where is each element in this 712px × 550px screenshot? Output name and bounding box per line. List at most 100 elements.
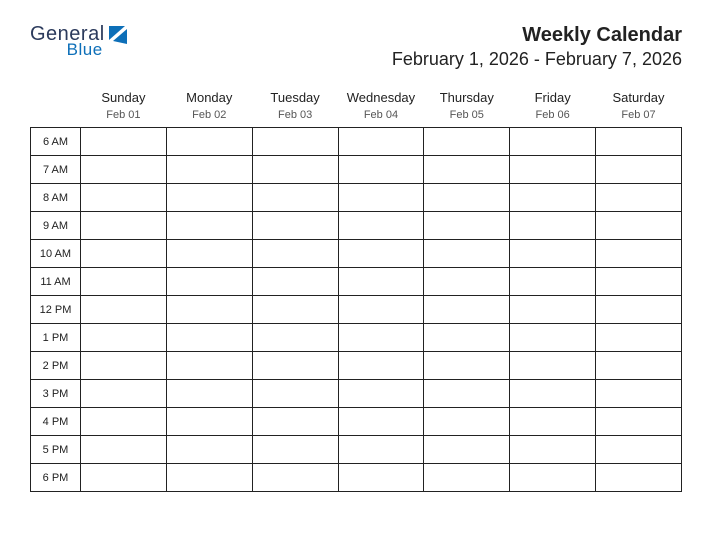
time-slot[interactable] (252, 184, 338, 212)
time-slot[interactable] (166, 436, 252, 464)
time-slot[interactable] (424, 268, 510, 296)
day-header: Saturday Feb 07 (596, 86, 682, 128)
time-slot[interactable] (424, 184, 510, 212)
time-slot[interactable] (596, 240, 682, 268)
time-slot[interactable] (596, 156, 682, 184)
time-slot[interactable] (166, 380, 252, 408)
time-slot[interactable] (81, 436, 167, 464)
day-header: Friday Feb 06 (510, 86, 596, 128)
time-slot[interactable] (510, 156, 596, 184)
time-label: 7 AM (31, 156, 81, 184)
time-slot[interactable] (338, 436, 424, 464)
time-slot[interactable] (510, 324, 596, 352)
time-slot[interactable] (81, 464, 167, 492)
time-slot[interactable] (424, 436, 510, 464)
time-slot[interactable] (424, 408, 510, 436)
time-slot[interactable] (166, 296, 252, 324)
time-slot[interactable] (510, 184, 596, 212)
time-slot[interactable] (424, 324, 510, 352)
time-slot[interactable] (81, 352, 167, 380)
time-slot[interactable] (166, 128, 252, 156)
time-slot[interactable] (166, 268, 252, 296)
time-slot[interactable] (81, 184, 167, 212)
time-slot[interactable] (252, 352, 338, 380)
time-label: 6 PM (31, 464, 81, 492)
time-slot[interactable] (596, 380, 682, 408)
time-slot[interactable] (338, 296, 424, 324)
time-slot[interactable] (510, 464, 596, 492)
time-slot[interactable] (252, 408, 338, 436)
time-slot[interactable] (510, 380, 596, 408)
time-slot[interactable] (81, 408, 167, 436)
time-slot[interactable] (596, 212, 682, 240)
time-slot[interactable] (338, 268, 424, 296)
time-slot[interactable] (252, 212, 338, 240)
time-slot[interactable] (424, 212, 510, 240)
time-slot[interactable] (338, 212, 424, 240)
time-slot[interactable] (166, 184, 252, 212)
time-slot[interactable] (166, 352, 252, 380)
time-slot[interactable] (596, 296, 682, 324)
time-slot[interactable] (252, 128, 338, 156)
time-slot[interactable] (510, 436, 596, 464)
time-slot[interactable] (510, 408, 596, 436)
day-date: Feb 06 (510, 109, 596, 121)
time-slot[interactable] (252, 296, 338, 324)
time-slot[interactable] (510, 268, 596, 296)
time-slot[interactable] (424, 380, 510, 408)
time-slot[interactable] (81, 128, 167, 156)
time-slot[interactable] (596, 184, 682, 212)
time-slot[interactable] (510, 352, 596, 380)
day-name: Friday (510, 90, 596, 105)
time-slot[interactable] (338, 324, 424, 352)
time-slot[interactable] (81, 380, 167, 408)
time-slot[interactable] (596, 464, 682, 492)
time-slot[interactable] (81, 240, 167, 268)
time-slot[interactable] (596, 436, 682, 464)
time-slot[interactable] (81, 212, 167, 240)
time-slot[interactable] (252, 240, 338, 268)
time-slot[interactable] (596, 128, 682, 156)
time-slot[interactable] (510, 128, 596, 156)
time-slot[interactable] (166, 212, 252, 240)
time-slot[interactable] (252, 436, 338, 464)
time-slot[interactable] (252, 380, 338, 408)
time-slot[interactable] (596, 408, 682, 436)
time-slot[interactable] (338, 184, 424, 212)
time-slot[interactable] (424, 128, 510, 156)
time-slot[interactable] (81, 296, 167, 324)
time-slot[interactable] (252, 324, 338, 352)
time-slot[interactable] (424, 352, 510, 380)
day-date: Feb 02 (166, 109, 252, 121)
time-slot[interactable] (338, 464, 424, 492)
time-slot[interactable] (338, 240, 424, 268)
time-slot[interactable] (510, 212, 596, 240)
time-slot[interactable] (596, 324, 682, 352)
time-slot[interactable] (81, 156, 167, 184)
time-slot[interactable] (166, 464, 252, 492)
time-slot[interactable] (338, 408, 424, 436)
time-slot[interactable] (424, 240, 510, 268)
time-slot[interactable] (596, 352, 682, 380)
time-slot[interactable] (424, 296, 510, 324)
time-slot[interactable] (252, 156, 338, 184)
time-slot[interactable] (338, 380, 424, 408)
time-slot[interactable] (81, 324, 167, 352)
time-slot[interactable] (81, 268, 167, 296)
header-corner (31, 86, 81, 128)
time-slot[interactable] (252, 464, 338, 492)
time-slot[interactable] (338, 128, 424, 156)
time-slot[interactable] (338, 352, 424, 380)
time-slot[interactable] (424, 464, 510, 492)
time-label: 3 PM (31, 380, 81, 408)
time-slot[interactable] (424, 156, 510, 184)
time-slot[interactable] (252, 268, 338, 296)
time-slot[interactable] (510, 296, 596, 324)
time-slot[interactable] (166, 408, 252, 436)
time-slot[interactable] (166, 156, 252, 184)
time-slot[interactable] (510, 240, 596, 268)
time-slot[interactable] (596, 268, 682, 296)
time-slot[interactable] (166, 324, 252, 352)
time-slot[interactable] (166, 240, 252, 268)
time-slot[interactable] (338, 156, 424, 184)
